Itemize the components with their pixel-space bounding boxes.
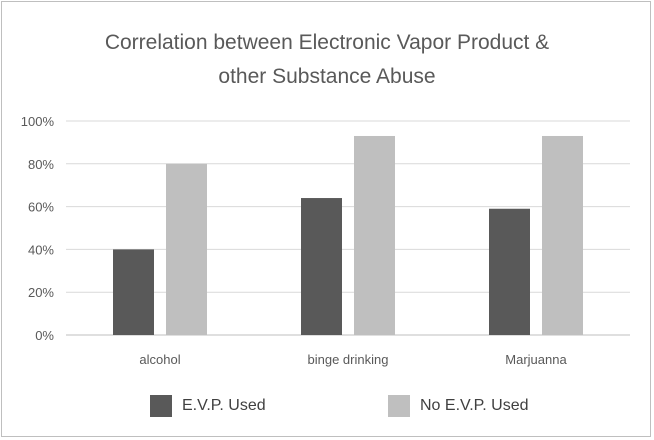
legend-swatch-evp-used [150, 395, 172, 417]
bar-no-evp-used-0 [166, 163, 207, 335]
bar-no-evp-used-1 [354, 135, 395, 335]
y-tick-label: 20% [28, 285, 54, 300]
legend-label-evp-used: E.V.P. Used [182, 397, 266, 414]
y-tick-label: 0% [35, 328, 54, 343]
x-category-label: Marjuanna [505, 352, 567, 367]
bar-evp-used-2 [489, 208, 530, 335]
legend: E.V.P. Used No E.V.P. Used [0, 392, 654, 420]
chart-title: Correlation between Electronic Vapor Pro… [0, 26, 654, 94]
legend-label-no-evp-used: No E.V.P. Used [420, 397, 529, 414]
legend-item-evp-used: E.V.P. Used [150, 392, 266, 420]
y-tick-label: 80% [28, 157, 54, 172]
y-tick-label: 40% [28, 242, 54, 257]
bar-evp-used-0 [113, 249, 154, 335]
chart-title-line-1: Correlation between Electronic Vapor Pro… [104, 31, 550, 54]
y-tick-label: 60% [28, 200, 54, 215]
bar-no-evp-used-2 [542, 135, 583, 335]
bar-evp-used-1 [301, 198, 342, 335]
y-tick-label: 100% [21, 114, 55, 129]
legend-item-no-evp-used: No E.V.P. Used [388, 392, 529, 420]
legend-swatch-no-evp-used [388, 395, 410, 417]
chart-title-line-2: other Substance Abuse [218, 65, 436, 88]
x-category-label: alcohol [139, 352, 180, 367]
x-category-label: binge drinking [308, 352, 389, 367]
